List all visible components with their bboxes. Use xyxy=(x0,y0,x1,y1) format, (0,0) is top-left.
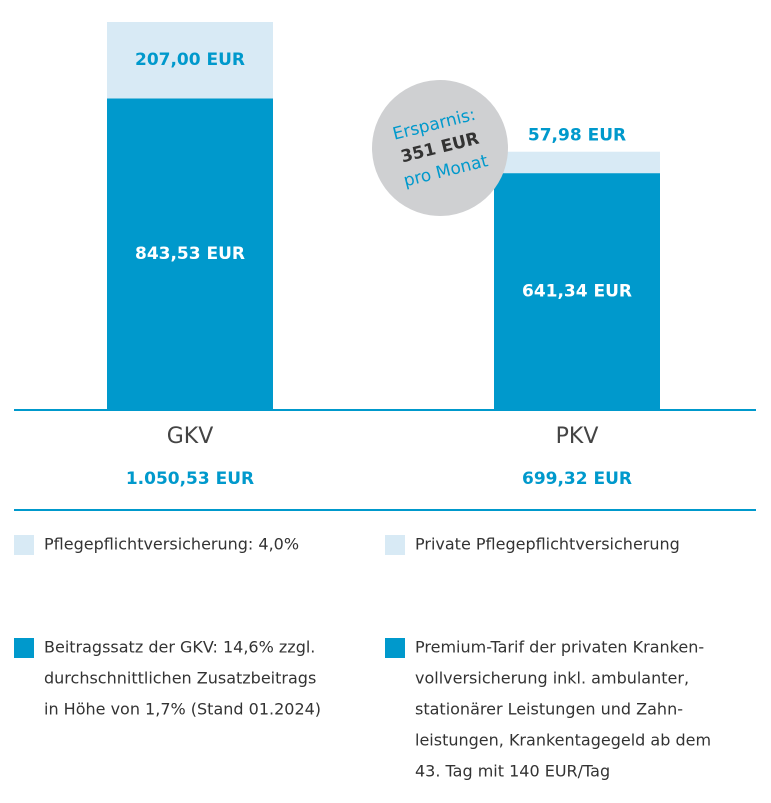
legend-text: durchschnittlichen Zusatzbeitrags xyxy=(44,669,316,688)
legend-text: in Höhe von 1,7% (Stand 01.2024) xyxy=(44,700,321,719)
legend-text: Premium-Tarif der privaten Kranken- xyxy=(415,638,704,657)
value-label: 641,34 EUR xyxy=(522,282,632,302)
legend-text: vollversicherung inkl. ambulanter, xyxy=(415,669,689,688)
category-label: PKV xyxy=(556,424,599,449)
legend-text: Private Pflegepflichtversicherung xyxy=(415,535,680,554)
legend-swatch xyxy=(14,638,34,658)
legend-text: stationärer Leistungen und Zahn- xyxy=(415,700,683,719)
legend-text: Pflegepflichtversicherung: 4,0% xyxy=(44,535,299,554)
legend-text: 43. Tag mit 140 EUR/Tag xyxy=(415,762,610,781)
value-label: 843,53 EUR xyxy=(135,244,245,264)
category-label: GKV xyxy=(167,424,214,449)
value-label: 207,00 EUR xyxy=(135,50,245,70)
value-label: 57,98 EUR xyxy=(528,126,626,146)
bar-segment xyxy=(107,98,273,411)
bar-segment xyxy=(494,173,660,410)
bar-segment xyxy=(494,151,660,174)
legend-text: Beitragssatz der GKV: 14,6% zzgl. xyxy=(44,638,315,657)
badge-circle xyxy=(372,80,508,216)
legend-swatch xyxy=(14,535,34,555)
bar-segment xyxy=(107,22,273,99)
legend-text: leistungen, Krankentagegeld ab dem xyxy=(415,731,711,750)
legend-swatch xyxy=(385,535,405,555)
legend-swatch xyxy=(385,638,405,658)
total-label: 699,32 EUR xyxy=(522,469,632,489)
total-label: 1.050,53 EUR xyxy=(126,469,254,489)
